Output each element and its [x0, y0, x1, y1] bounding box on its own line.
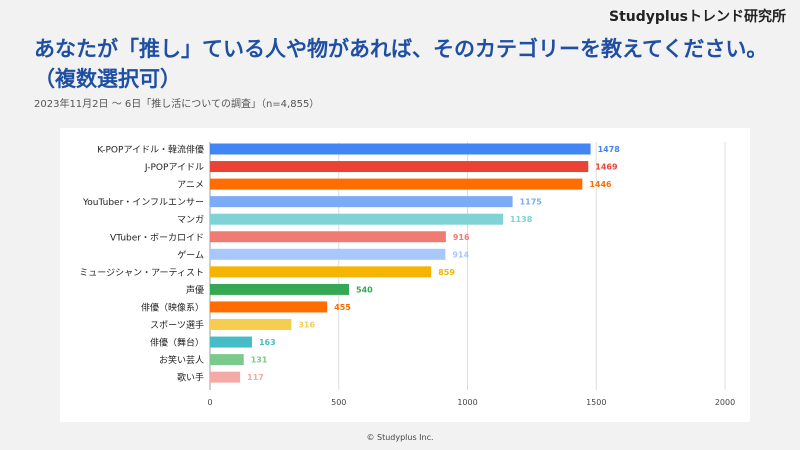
category-label: お笑い芸人 [159, 354, 204, 366]
category-label: マンガ [177, 215, 204, 226]
data-label: 914 [452, 250, 469, 259]
x-tick-label: 0 [207, 398, 212, 407]
bar [210, 231, 446, 243]
data-label: 1478 [598, 145, 621, 154]
bar [210, 371, 241, 383]
bar [210, 283, 350, 295]
data-label: 1175 [520, 198, 543, 207]
bar [210, 161, 589, 173]
data-label: 455 [334, 303, 351, 312]
copyright-footer: © Studyplus Inc. [366, 433, 434, 442]
category-label: ミュージシャン・アーティスト [79, 267, 204, 278]
data-label: 1469 [595, 163, 618, 172]
x-tick-label: 2000 [715, 398, 735, 407]
category-label: 声優 [186, 284, 204, 296]
category-label: 俳優（舞台） [150, 337, 204, 349]
bar [210, 213, 504, 225]
bar [210, 319, 292, 330]
x-tick-label: 1000 [457, 398, 477, 407]
data-label: 916 [453, 233, 470, 242]
category-label: J-POPアイドル [144, 163, 204, 173]
bar [210, 266, 432, 278]
bar-chart: 0 500 1000 1500 2000 K-POPアイドル・韓流俳優 1478 J-POPア… [79, 142, 735, 407]
data-label: 316 [298, 321, 315, 330]
survey-subtitle: 2023年11月2日 〜 6日「推し活についての調査」（n=4,855） [34, 99, 320, 110]
page-title: あなたが「推し」ている人や物があれば、そのカテゴリーを教えてください。（複数選択… [34, 37, 768, 91]
bar [210, 178, 583, 190]
bar [210, 143, 591, 155]
data-label: 1446 [589, 180, 612, 189]
bar [210, 248, 446, 260]
x-tick-label: 1500 [586, 398, 606, 407]
category-label: YouTuber・インフルエンサー [82, 197, 204, 208]
category-label: 俳優（映像系） [141, 301, 204, 313]
brand-logo: Studyplusトレンド研究所 [608, 9, 786, 25]
data-label: 163 [259, 338, 276, 347]
category-label: 歌い手 [177, 372, 204, 384]
bar [210, 336, 252, 348]
data-label: 117 [247, 373, 264, 382]
data-label: 540 [356, 285, 373, 294]
x-tick-label: 500 [331, 398, 346, 407]
chart-panel: 0 500 1000 1500 2000 K-POPアイドル・韓流俳優 1478 J-POPア… [60, 128, 750, 422]
category-label: アニメ [177, 181, 204, 191]
data-label: 859 [438, 268, 455, 277]
data-label: 1138 [510, 215, 533, 224]
bar [210, 354, 244, 366]
data-label: 131 [251, 356, 268, 365]
bar [210, 301, 328, 313]
category-label: ゲーム [177, 249, 204, 261]
category-label: K-POPアイドル・韓流俳優 [97, 144, 204, 156]
bar [210, 196, 513, 208]
category-label: スポーツ選手 [150, 319, 204, 331]
category-label: VTuber・ボーカロイド [110, 232, 204, 243]
